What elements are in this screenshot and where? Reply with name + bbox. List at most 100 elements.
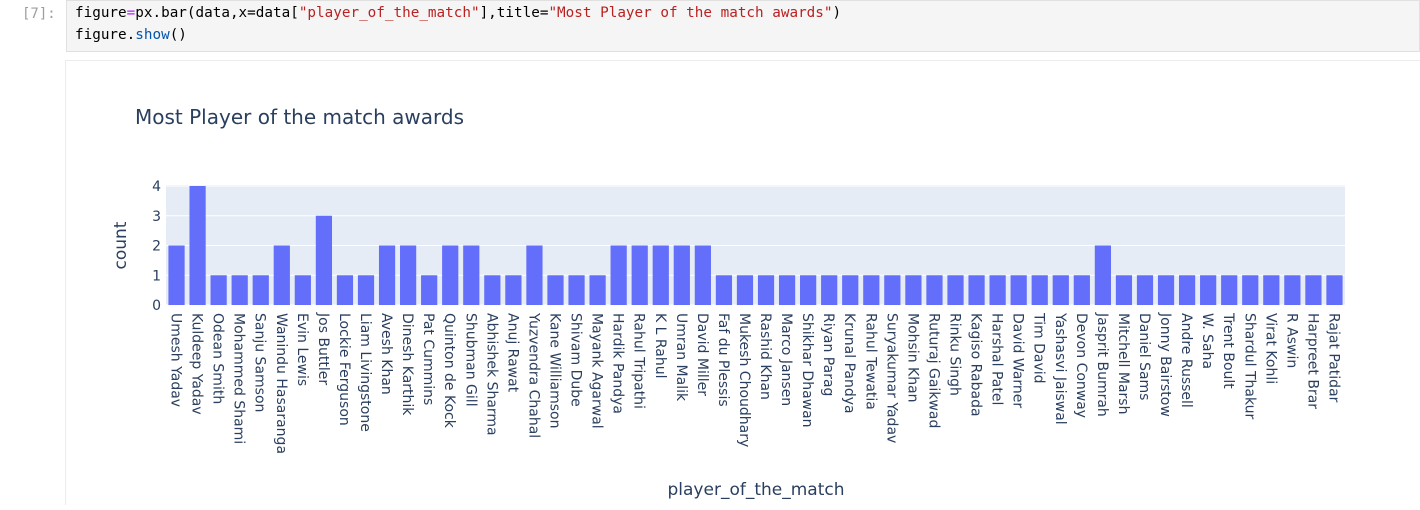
code-var: figure [75,5,127,21]
x-tick-label: Krunal Pandya [841,313,857,414]
bar[interactable] [294,275,311,305]
bar[interactable] [800,275,817,305]
bar[interactable] [442,245,459,306]
code-call: px.bar(data,x=data[ [135,5,299,21]
bar[interactable] [252,275,269,305]
bar[interactable] [1031,275,1048,305]
bar[interactable] [821,275,838,305]
x-tick-label: Yashasvi Jaiswal [1052,312,1068,425]
bar[interactable] [1263,275,1280,305]
x-tick-label: Kane Williamson [546,313,562,429]
bar[interactable] [673,245,690,306]
output-area: Most Player of the match awards 0 1 2 3 4 Um… [66,60,1420,505]
bar[interactable] [463,245,480,306]
code-editor[interactable]: figure=px.bar(data,x=data["player_of_the… [66,0,1420,52]
bar[interactable] [926,275,943,305]
x-tick-label: Faf du Plessis [715,313,731,407]
bar[interactable] [1052,275,1069,305]
code-parens: () [169,27,187,43]
x-tick-label: Kagiso Rabada [968,313,984,417]
bar[interactable] [1010,275,1027,305]
bar[interactable] [484,275,501,305]
bar[interactable] [1305,275,1322,305]
x-tick-label: Avesh Khan [378,313,394,395]
bar[interactable] [1094,245,1111,306]
bar[interactable] [631,245,648,306]
bar[interactable] [947,275,964,305]
y-tick-labels: 0 1 2 3 4 [152,179,161,314]
bar[interactable] [610,245,627,306]
code-close: ) [832,5,842,21]
x-tick-label: Yuzvendra Chahal [525,312,541,438]
bar[interactable] [1073,275,1090,305]
x-tick-label: Abhishek Sharma [483,313,499,436]
x-tick-label: Shardul Thakur [1241,313,1257,420]
x-tick-label: W. Saha [1199,313,1215,369]
bar[interactable] [421,275,438,305]
x-tick-label: Andre Russell [1178,313,1194,408]
x-axis-label: player_of_the_match [668,480,845,500]
bar[interactable] [589,275,606,305]
bar[interactable] [526,245,543,306]
x-tick-label: Sanju Samson [252,313,268,412]
bar[interactable] [652,245,669,306]
code-string-title: "Most Player of the match awards" [548,5,833,21]
bar[interactable] [842,275,859,305]
bar[interactable] [1326,275,1343,305]
bar[interactable] [968,275,985,305]
x-tick-label: David Miller [694,313,710,396]
y-tick-label: 2 [152,239,161,255]
bar[interactable] [378,245,396,306]
bar[interactable] [357,275,375,305]
bar[interactable] [884,275,901,305]
bar[interactable] [1284,275,1301,305]
bar[interactable] [568,275,585,305]
x-tick-label: Mukesh Choudhary [736,313,752,447]
chart-title: Most Player of the match awards [135,105,464,129]
bar[interactable] [757,275,775,305]
bar[interactable] [715,275,733,305]
bar-chart: Most Player of the match awards 0 1 2 3 4 Um… [111,105,1345,500]
bar[interactable] [336,275,354,305]
x-tick-label: Rashid Khan [757,313,773,400]
bar[interactable] [189,186,206,305]
bar[interactable] [547,275,564,305]
bar[interactable] [1242,275,1259,305]
bar[interactable] [694,245,711,306]
bar[interactable] [1178,275,1196,305]
x-tick-label: Jos Buttler [315,312,331,385]
bar[interactable] [1221,275,1238,305]
bar[interactable] [863,275,880,305]
bar[interactable] [168,245,185,306]
x-tick-label: Pat Cummins [420,313,436,405]
x-tick-label: K L Rahul [652,313,668,379]
y-axis-label: count [111,221,131,269]
bar[interactable] [905,275,922,305]
bar[interactable] [778,275,796,305]
bar[interactable] [1136,275,1154,305]
bar[interactable] [1157,275,1175,305]
x-tick-label: Mayank Agarwal [589,313,605,429]
x-tick-label: Virat Kohli [1262,313,1278,384]
y-tick-label: 0 [152,298,161,314]
bar[interactable] [231,275,248,305]
bar[interactable] [400,245,417,306]
bar[interactable] [505,275,522,305]
code-line-1: figure=px.bar(data,x=data["player_of_the… [75,5,841,21]
code-cell[interactable]: [7]: figure=px.bar(data,x=data["player_o… [0,0,1420,52]
bar[interactable] [736,275,754,305]
x-tick-label: Shivam Dube [568,313,584,407]
bar[interactable] [1200,275,1217,305]
bar[interactable] [1115,275,1133,305]
bar[interactable] [273,245,290,306]
x-tick-label: Ruturaj Gaikwad [925,313,941,428]
code-line-2: figure.show() [75,27,187,43]
bar[interactable] [315,215,333,305]
bar[interactable] [989,275,1006,305]
x-tick-label: Jonny Bairstow [1157,312,1173,417]
x-tick-label: Umesh Yadav [168,313,184,407]
code-string-column: "player_of_the_match" [298,5,480,21]
x-tick-label: Quinton de Kock [441,313,457,429]
bar[interactable] [210,275,227,305]
y-tick-label: 4 [152,179,161,195]
